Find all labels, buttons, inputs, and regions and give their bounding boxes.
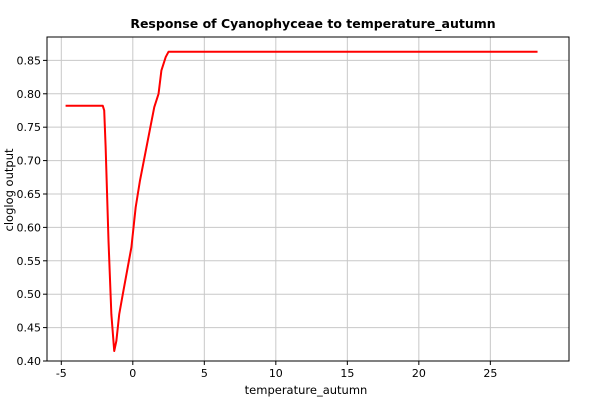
plot-area bbox=[46, 36, 570, 362]
x-tick-label: 10 bbox=[269, 367, 283, 380]
axis-ticks: -5 0 5 10 15 20 25 0.40 0.45 0.50 0.55 0.60 0.65 0.70… bbox=[17, 36, 570, 380]
y-tick-label: 0.50 bbox=[17, 288, 42, 301]
plot-border bbox=[46, 36, 570, 362]
x-tick-label: 5 bbox=[201, 367, 208, 380]
y-axis-label: cloglog output bbox=[2, 148, 16, 231]
x-tick-label: 20 bbox=[412, 367, 426, 380]
y-tick-label: 0.65 bbox=[17, 188, 42, 201]
x-tick-label: -5 bbox=[56, 367, 67, 380]
chart-title: Response of Cyanophyceae to temperature_… bbox=[130, 16, 495, 32]
y-tick-label: 0.85 bbox=[17, 54, 42, 67]
x-tick-label: 15 bbox=[340, 367, 354, 380]
y-tick-label: 0.75 bbox=[17, 121, 42, 134]
x-axis-label: temperature_autumn bbox=[245, 383, 368, 397]
y-tick-label: 0.70 bbox=[17, 155, 42, 168]
series-layer bbox=[65, 50, 538, 352]
series-line-0 bbox=[65, 50, 538, 352]
x-tick-label: 0 bbox=[129, 367, 136, 380]
y-tick-label: 0.40 bbox=[17, 355, 42, 368]
y-tick-label: 0.45 bbox=[17, 322, 42, 335]
y-tick-label: 0.80 bbox=[17, 88, 42, 101]
y-tick-label: 0.60 bbox=[17, 221, 42, 234]
grid bbox=[47, 37, 569, 362]
y-tick-label: 0.55 bbox=[17, 255, 42, 268]
x-tick-label: 25 bbox=[483, 367, 497, 380]
